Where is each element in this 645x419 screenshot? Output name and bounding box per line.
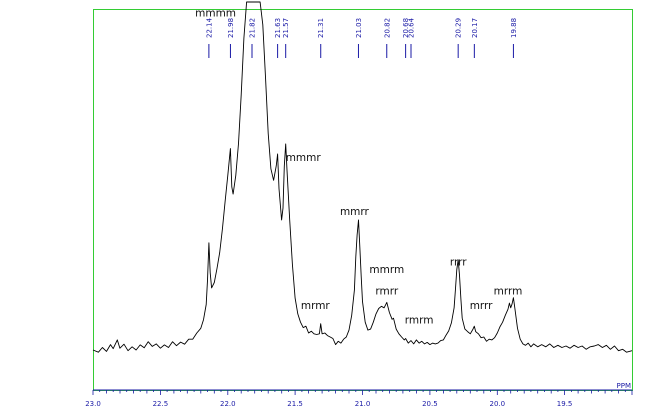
- pentad-annotation: rmrm: [405, 314, 434, 326]
- x-tick-label: 20.0: [490, 400, 506, 408]
- peak-label: 20.64: [408, 17, 416, 38]
- pentad-annotation: mrrr: [470, 300, 493, 312]
- peak-label: 21.03: [355, 18, 363, 38]
- pentad-annotation: rmrr: [375, 285, 398, 297]
- pentad-annotation: mrrm: [494, 285, 523, 297]
- plot-frame: [93, 9, 633, 391]
- peak-label: 21.98: [227, 18, 235, 38]
- pentad-annotation: mrmr: [301, 300, 331, 312]
- x-tick-label: 22.5: [153, 400, 169, 408]
- peak-label: 22.14: [205, 17, 213, 38]
- x-axis: 23.0 22.5 22.0 21.5 21.0 20.5 20.0 19.5 PPM: [85, 382, 633, 408]
- x-tick-label: 22.0: [220, 400, 236, 408]
- pentad-annotation: mmrr: [340, 206, 370, 218]
- pentad-annotation: rrrr: [450, 257, 467, 269]
- peak-labels: 22.14 21.98 21.82 21.63 21.57 21.31 21.03 20.82…: [205, 17, 518, 58]
- x-tick-label: 20.5: [422, 400, 438, 408]
- peak-label: 19.88: [510, 18, 518, 38]
- peak-label: 21.82: [249, 18, 257, 38]
- x-tick-label: 23.0: [85, 400, 101, 408]
- pentad-annotation: mmmr: [286, 152, 322, 164]
- peak-label: 21.63: [274, 18, 282, 38]
- peak-label: 20.17: [471, 18, 479, 38]
- x-tick-label: 21.5: [287, 400, 303, 408]
- spectrum-series: [92, 1, 633, 353]
- x-axis-unit: PPM: [617, 382, 631, 390]
- pentad-annotation: mmrm: [369, 264, 404, 276]
- pentad-annotation: mmmm: [195, 7, 236, 19]
- peak-label: 21.31: [317, 18, 325, 38]
- spectrum-line-0: [92, 1, 633, 353]
- peak-label: 20.29: [455, 18, 463, 38]
- peak-label: 20.68: [402, 18, 410, 38]
- x-tick-label: 19.5: [557, 400, 573, 408]
- peak-label: 20.82: [383, 18, 391, 38]
- x-tick-label: 21.0: [355, 400, 371, 408]
- peak-label: 21.57: [282, 18, 290, 38]
